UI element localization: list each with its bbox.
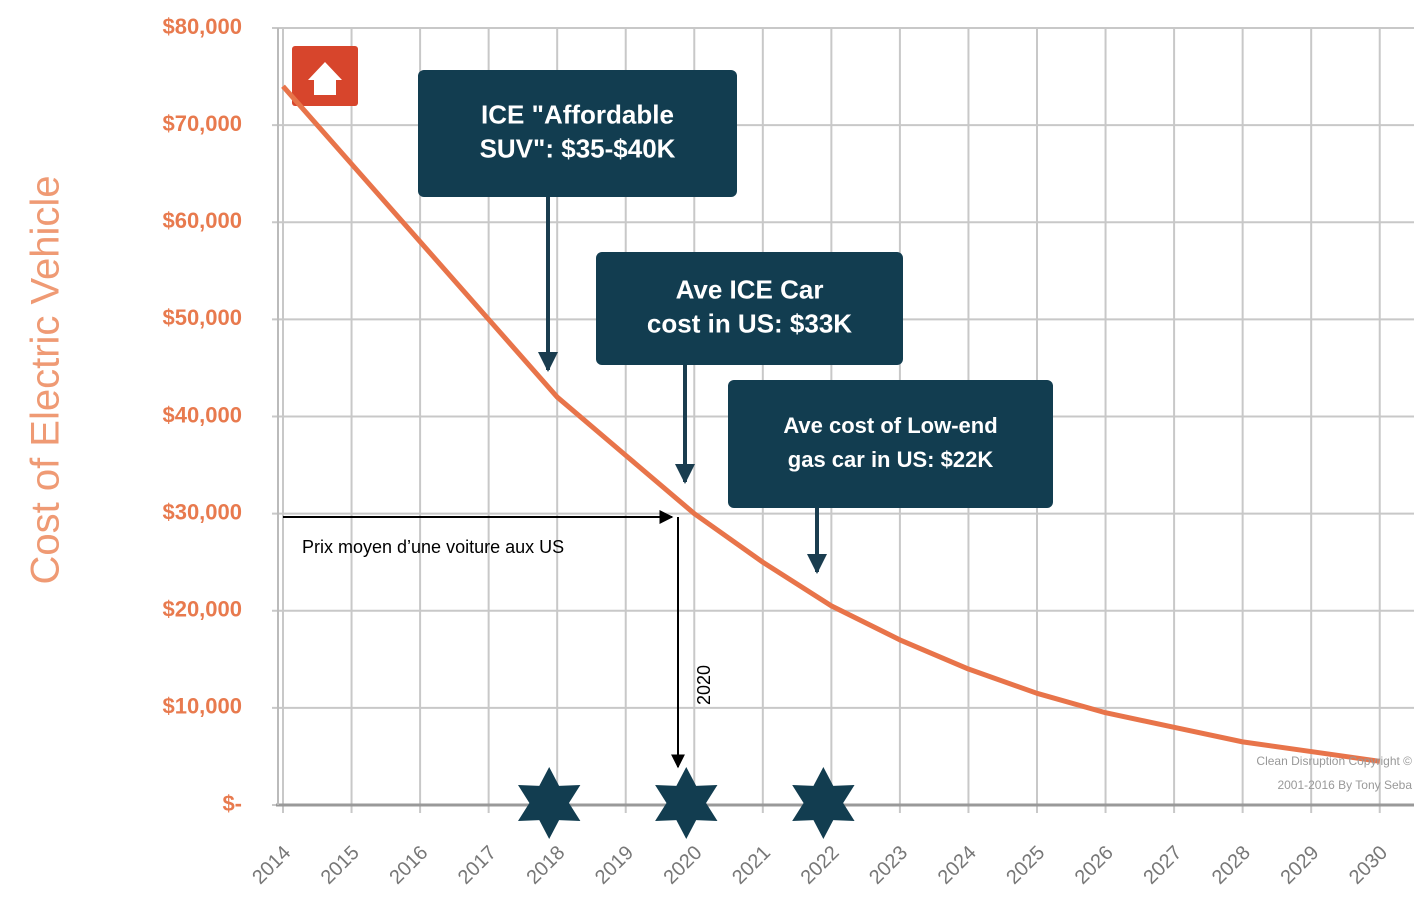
annotation-box	[418, 70, 737, 197]
year-note: 2020	[694, 665, 714, 705]
annotation-box	[728, 380, 1053, 508]
annotation-text: cost in US: $33K	[647, 308, 852, 338]
copyright: Clean Disruption Copyright ©	[1256, 754, 1412, 768]
annotation: ICE "Affordable SUV": $35-$40K	[418, 70, 737, 372]
y-tick-label: $40,000	[162, 402, 242, 427]
x-tick-label: 2018	[522, 842, 569, 889]
home-icon-house	[308, 62, 342, 95]
x-tick-label: 2014	[248, 842, 295, 889]
star	[655, 767, 718, 839]
y-tick-label: $20,000	[162, 597, 242, 622]
annotation-text: gas car in US: $22K	[788, 447, 994, 472]
y-tick-label: $10,000	[162, 694, 242, 719]
x-tick-label: 2029	[1276, 842, 1323, 889]
annotation-text: Ave ICE Car	[676, 274, 824, 304]
x-tick-label: 2016	[385, 842, 432, 889]
x-tick-label: 2021	[728, 842, 775, 889]
x-tick-label: 2028	[1208, 842, 1255, 889]
x-tick-label: 2023	[865, 842, 912, 889]
copyright: 2001-2016 By Tony Seba	[1277, 778, 1412, 792]
y-tick-label: $30,000	[162, 499, 242, 524]
x-tick-label: 2020	[660, 842, 707, 889]
home-icon	[292, 46, 358, 106]
x-tick-label: 2022	[797, 842, 844, 889]
y-tick-label: $60,000	[162, 208, 242, 233]
annotation-text: SUV": $35-$40K	[480, 133, 676, 163]
y-axis-label: Cost of Electric Vehicle	[24, 175, 68, 584]
y-tick-label: $70,000	[162, 111, 242, 136]
x-tick-label: 2026	[1071, 842, 1118, 889]
star	[792, 767, 855, 839]
y-tick-label: $50,000	[162, 305, 242, 330]
y-tick-label: $-	[222, 791, 242, 816]
annotation-text: ICE "Affordable	[481, 99, 674, 129]
y-tick-label: $80,000	[162, 14, 242, 39]
annotation-box	[596, 252, 903, 365]
x-tick-label: 2015	[317, 842, 364, 889]
annotation: Ave ICE Car cost in US: $33K	[596, 252, 903, 484]
annotation: Ave cost of Low-end gas car in US: $22K	[728, 380, 1053, 574]
x-tick-label: 2027	[1139, 842, 1186, 889]
x-tick-label: 2024	[934, 842, 981, 889]
price-note: Prix moyen d’une voiture aux US	[302, 537, 564, 557]
annotation-text: Ave cost of Low-end	[783, 413, 997, 438]
cost-line	[281, 84, 1381, 764]
x-tick-label: 2030	[1345, 842, 1392, 889]
x-tick-label: 2019	[591, 842, 638, 889]
x-tick-label: 2025	[1002, 842, 1049, 889]
star	[518, 767, 581, 839]
x-tick-label: 2017	[454, 842, 501, 889]
